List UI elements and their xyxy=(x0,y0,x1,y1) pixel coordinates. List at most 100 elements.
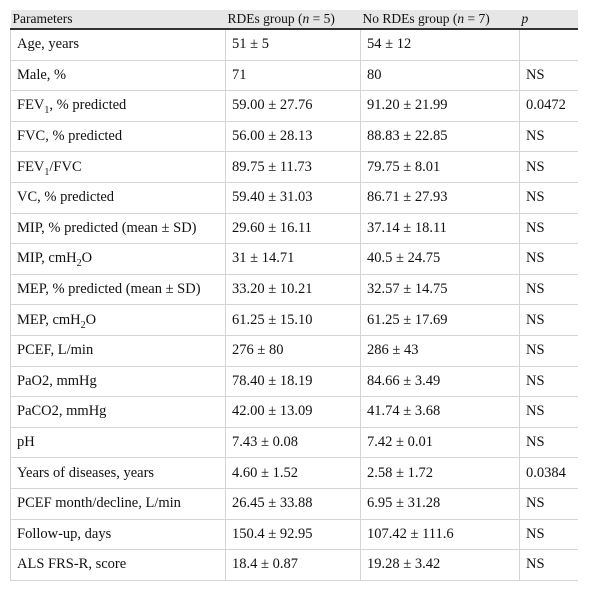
table-cell: MIP, cmH2O xyxy=(10,243,226,275)
table-row: pH 7.43 ± 0.08 7.42 ± 0.01 NS xyxy=(10,426,578,459)
table-cell: FEV1/FVC xyxy=(10,151,226,183)
table-row: MEP, % predicted (mean ± SD) 33.20 ± 10.2… xyxy=(10,273,578,306)
table-cell: 7.43 ± 0.08 xyxy=(225,426,361,459)
header-cell: Parameters xyxy=(10,10,226,30)
text-part: 2 xyxy=(80,319,86,331)
table-cell: PaCO2, mmHg xyxy=(10,396,226,428)
header-cell: No RDEs group (n = 7) xyxy=(360,10,520,30)
text-part: p xyxy=(521,11,529,26)
text-part: No RDEs group ( xyxy=(362,11,458,26)
table-cell: 2.58 ± 1.72 xyxy=(360,457,520,489)
table-cell: 276 ± 80 xyxy=(225,334,361,367)
table-row: FEV1, % predicted 59.00 ± 27.76 91.20 ± 21… xyxy=(10,90,578,122)
table-cell: 286 ± 43 xyxy=(360,334,520,367)
table-cell: 18.4 ± 0.87 xyxy=(225,549,361,581)
text-part: n xyxy=(302,11,310,26)
table-cell: 59.00 ± 27.76 xyxy=(225,90,361,122)
table-cell: 88.83 ± 22.85 xyxy=(360,120,520,153)
table-body: Age, years 51 ± 5 54 ± 12 Male, % 71 80 NS FEV1… xyxy=(10,28,578,581)
table-row: Male, % 71 80 NS xyxy=(10,59,578,92)
table-cell: NS xyxy=(519,487,578,520)
table-row: PaO2, mmHg 78.40 ± 18.19 84.66 ± 3.49 NS xyxy=(10,365,578,398)
table-cell: 31 ± 14.71 xyxy=(225,243,361,275)
table-row: MIP, % predicted (mean ± SD) 29.60 ± 16.1… xyxy=(10,212,578,245)
table-row: Follow-up, days 150.4 ± 92.95 107.42 ± 111… xyxy=(10,518,578,551)
table-cell: NS xyxy=(519,181,578,214)
text-part: O xyxy=(85,311,97,328)
table-cell: NS xyxy=(519,212,578,245)
text-part: 1 xyxy=(44,166,50,178)
table-cell: Male, % xyxy=(10,59,226,92)
table-cell: Age, years xyxy=(10,28,226,61)
table-cell: Years of diseases, years xyxy=(10,457,226,489)
table-cell: 41.74 ± 3.68 xyxy=(360,396,520,428)
table-cell: FEV1, % predicted xyxy=(10,90,226,122)
table-cell: ALS FRS-R, score xyxy=(10,549,226,581)
table-cell: 59.40 ± 31.03 xyxy=(225,181,361,214)
table-cell: NS xyxy=(519,120,578,153)
table-cell: 91.20 ± 21.99 xyxy=(360,90,520,122)
table-cell: 51 ± 5 xyxy=(225,28,361,61)
table-cell: NS xyxy=(519,518,578,551)
data-table: Parameters RDEs group (n = 5) No RDEs grou… xyxy=(10,10,578,581)
table-cell: 54 ± 12 xyxy=(360,28,520,61)
table-row: Years of diseases, years 4.60 ± 1.52 2.58 … xyxy=(10,457,578,489)
table-row: MIP, cmH2O 31 ± 14.71 40.5 ± 24.75 NS xyxy=(10,243,578,275)
text-part: , % predicted xyxy=(49,97,127,114)
table-row: PaCO2, mmHg 42.00 ± 13.09 41.74 ± 3.68 NS xyxy=(10,396,578,428)
table-cell: 32.57 ± 14.75 xyxy=(360,273,520,306)
table-cell: PCEF month/decline, L/min xyxy=(10,487,226,520)
table-cell: 19.28 ± 3.42 xyxy=(360,549,520,581)
table-cell: MIP, % predicted (mean ± SD) xyxy=(10,212,226,245)
table-cell: 89.75 ± 11.73 xyxy=(225,151,361,183)
table-cell: 33.20 ± 10.21 xyxy=(225,273,361,306)
table-cell: 84.66 ± 3.49 xyxy=(360,365,520,398)
table-cell: 78.40 ± 18.19 xyxy=(225,365,361,398)
table-cell: MEP, cmH2O xyxy=(10,304,226,336)
table-cell: 4.60 ± 1.52 xyxy=(225,457,361,489)
text-part: FEV xyxy=(17,158,45,175)
text-part: FEV xyxy=(17,97,45,114)
table-cell: NS xyxy=(519,365,578,398)
table-cell: 6.95 ± 31.28 xyxy=(360,487,520,520)
table-cell: NS xyxy=(519,59,578,92)
table-cell: 7.42 ± 0.01 xyxy=(360,426,520,459)
table-cell: 0.0384 xyxy=(519,457,578,489)
table-cell: NS xyxy=(519,396,578,428)
text-part: 2 xyxy=(76,258,82,270)
table-cell: 71 xyxy=(225,59,361,92)
table-cell: 42.00 ± 13.09 xyxy=(225,396,361,428)
table-cell: NS xyxy=(519,334,578,367)
table-cell: 56.00 ± 28.13 xyxy=(225,120,361,153)
table-cell: NS xyxy=(519,304,578,336)
table-cell: PaO2, mmHg xyxy=(10,365,226,398)
text-part: /FVC xyxy=(49,158,82,175)
text-part: = 5) xyxy=(309,11,335,26)
table-cell: 61.25 ± 15.10 xyxy=(225,304,361,336)
table-cell: 61.25 ± 17.69 xyxy=(360,304,520,336)
table-cell xyxy=(519,28,578,61)
text-part: RDEs group ( xyxy=(227,11,303,26)
table-row: ALS FRS-R, score 18.4 ± 0.87 19.28 ± 3.42 N… xyxy=(10,549,578,581)
table-row: Age, years 51 ± 5 54 ± 12 xyxy=(10,28,578,61)
table-cell: NS xyxy=(519,151,578,183)
text-part: MEP, cmH xyxy=(17,311,81,328)
table-row: MEP, cmH2O 61.25 ± 15.10 61.25 ± 17.69 NS xyxy=(10,304,578,336)
table-cell: 150.4 ± 92.95 xyxy=(225,518,361,551)
table-row: FEV1/FVC 89.75 ± 11.73 79.75 ± 8.01 NS xyxy=(10,151,578,183)
table-container: Parameters RDEs group (n = 5) No RDEs grou… xyxy=(10,10,578,582)
table-cell: 79.75 ± 8.01 xyxy=(360,151,520,183)
header-cell: RDEs group (n = 5) xyxy=(225,10,361,30)
table-row: FVC, % predicted 56.00 ± 28.13 88.83 ± 22.… xyxy=(10,120,578,153)
table-row: VC, % predicted 59.40 ± 31.03 86.71 ± 27.9… xyxy=(10,181,578,214)
table-cell: FVC, % predicted xyxy=(10,120,226,153)
header-cell: p xyxy=(519,10,578,30)
table-row: PCEF month/decline, L/min 26.45 ± 33.88 6.… xyxy=(10,487,578,520)
table-cell: Follow-up, days xyxy=(10,518,226,551)
table-cell: NS xyxy=(519,243,578,275)
table-cell: 29.60 ± 16.11 xyxy=(225,212,361,245)
text-part: n xyxy=(457,11,465,26)
text-part: = 7) xyxy=(464,11,490,26)
text-part: 1 xyxy=(44,105,50,117)
